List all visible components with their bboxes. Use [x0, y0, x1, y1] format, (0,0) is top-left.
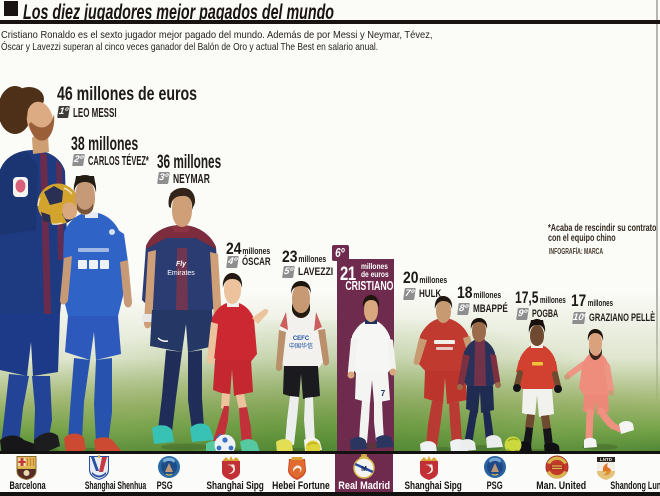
svg-text:M: M [361, 466, 367, 473]
svg-text:7: 7 [381, 389, 386, 398]
svg-text:Emirates: Emirates [167, 270, 195, 277]
svg-text:LNTD: LNTD [600, 457, 613, 462]
svg-text:中国华信: 中国华信 [289, 342, 313, 350]
svg-text:Fly: Fly [176, 261, 187, 268]
svg-text:CEFC: CEFC [293, 336, 310, 342]
